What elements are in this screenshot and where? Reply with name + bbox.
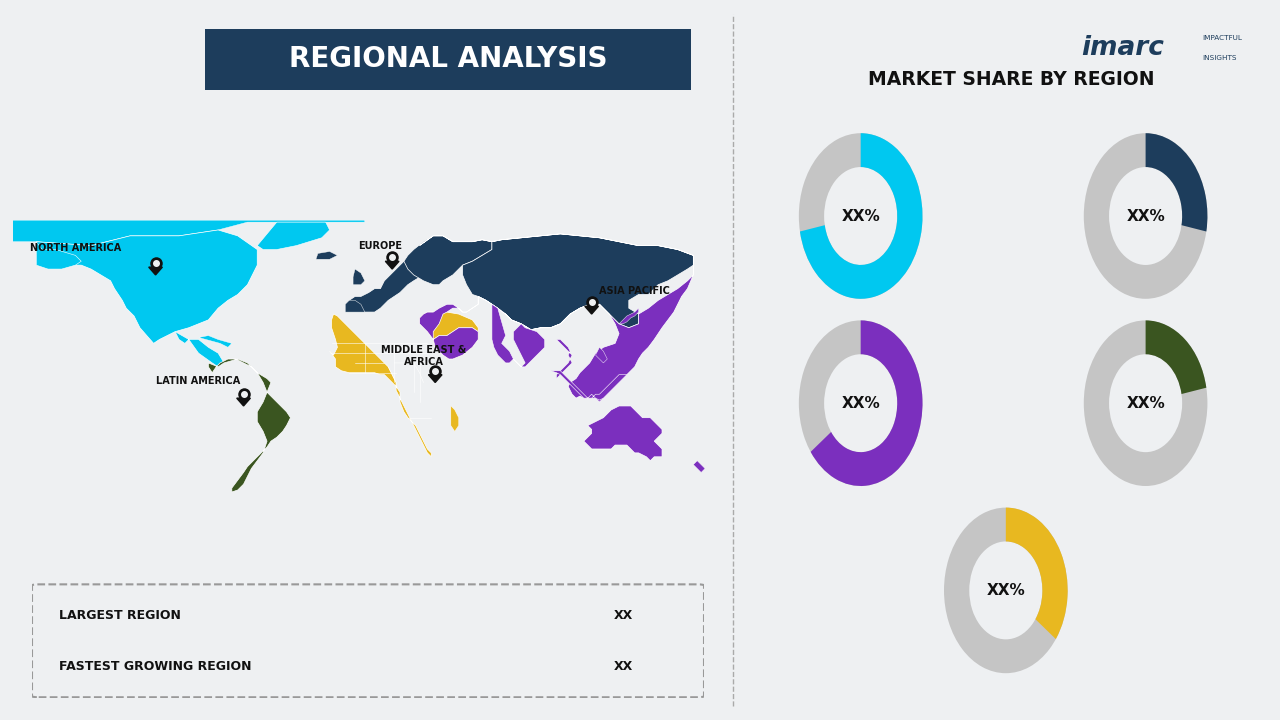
Polygon shape	[346, 236, 453, 312]
Wedge shape	[945, 508, 1068, 673]
Polygon shape	[694, 461, 705, 472]
Wedge shape	[1084, 320, 1207, 486]
Wedge shape	[800, 133, 923, 299]
Polygon shape	[257, 222, 330, 250]
Polygon shape	[451, 406, 458, 431]
Polygon shape	[462, 234, 694, 330]
Text: LARGEST REGION: LARGEST REGION	[59, 609, 180, 622]
Text: XX%: XX%	[1126, 209, 1165, 223]
Text: XX%: XX%	[841, 396, 881, 410]
Text: XX%: XX%	[841, 209, 881, 223]
Text: LATIN AMERICA: LATIN AMERICA	[156, 377, 241, 387]
Text: MIDDLE EAST &
AFRICA: MIDDLE EAST & AFRICA	[381, 346, 466, 367]
Text: FASTEST GROWING REGION: FASTEST GROWING REGION	[59, 660, 251, 672]
Text: ASIA PACIFIC: ASIA PACIFIC	[599, 287, 671, 297]
Polygon shape	[175, 332, 224, 367]
Polygon shape	[584, 406, 662, 461]
Polygon shape	[385, 261, 399, 269]
Wedge shape	[1146, 133, 1207, 232]
Polygon shape	[353, 269, 365, 284]
Wedge shape	[1146, 320, 1206, 394]
Wedge shape	[1006, 508, 1068, 639]
Polygon shape	[198, 336, 232, 347]
Polygon shape	[13, 220, 365, 246]
Polygon shape	[346, 300, 365, 312]
Text: XX: XX	[613, 660, 634, 672]
Text: EUROPE: EUROPE	[358, 241, 402, 251]
Wedge shape	[1084, 133, 1207, 299]
Wedge shape	[799, 320, 923, 486]
Polygon shape	[209, 359, 291, 492]
Polygon shape	[420, 234, 694, 402]
Polygon shape	[237, 398, 251, 406]
Polygon shape	[36, 242, 81, 269]
Polygon shape	[330, 314, 431, 456]
Polygon shape	[557, 339, 572, 379]
Polygon shape	[420, 312, 479, 359]
Polygon shape	[492, 305, 545, 367]
Polygon shape	[404, 236, 492, 284]
Polygon shape	[433, 328, 479, 359]
Polygon shape	[585, 306, 599, 314]
Polygon shape	[550, 371, 627, 400]
Wedge shape	[799, 133, 923, 299]
Polygon shape	[620, 308, 639, 324]
Text: NORTH AMERICA: NORTH AMERICA	[29, 243, 122, 253]
Text: IMPACTFUL: IMPACTFUL	[1202, 35, 1242, 41]
Text: XX: XX	[613, 609, 634, 622]
Text: MARKET SHARE BY REGION: MARKET SHARE BY REGION	[868, 70, 1155, 89]
Wedge shape	[810, 320, 923, 486]
Text: REGIONAL ANALYSIS: REGIONAL ANALYSIS	[289, 45, 607, 73]
Text: imarc: imarc	[1082, 35, 1164, 60]
Polygon shape	[36, 230, 257, 343]
Polygon shape	[316, 251, 338, 259]
Text: INSIGHTS: INSIGHTS	[1202, 55, 1236, 61]
Polygon shape	[595, 347, 607, 363]
Polygon shape	[429, 374, 442, 382]
Text: XX%: XX%	[987, 583, 1025, 598]
Text: XX%: XX%	[1126, 396, 1165, 410]
Polygon shape	[148, 267, 163, 275]
